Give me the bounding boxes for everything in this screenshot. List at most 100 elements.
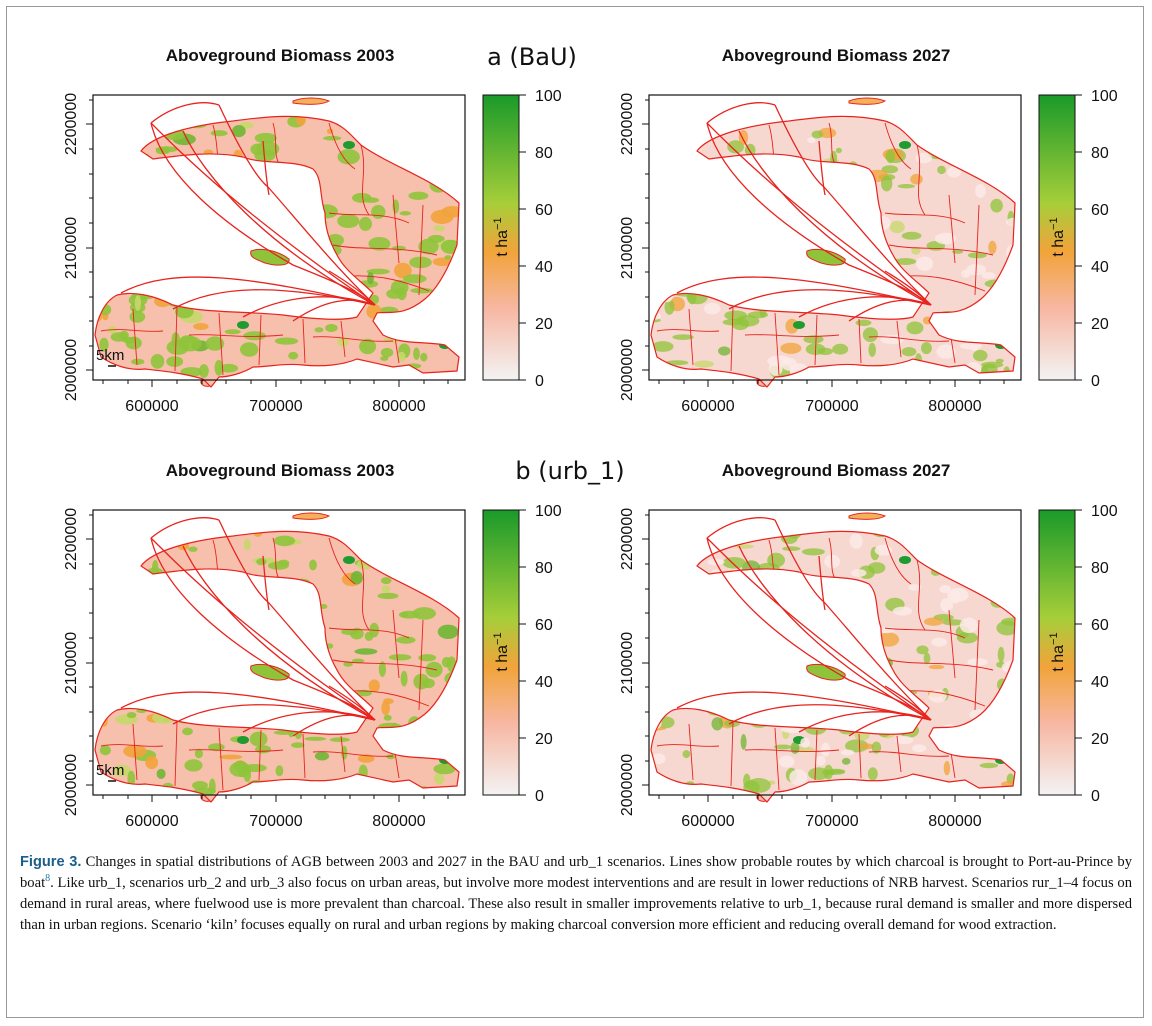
- vegetation-patch: [711, 700, 725, 713]
- colorbar-tick-label: 0: [535, 788, 544, 805]
- vegetation-patch: [707, 253, 715, 266]
- vegetation-patch: [664, 299, 675, 315]
- vegetation-patch: [246, 512, 267, 525]
- vegetation-patch: [943, 90, 962, 103]
- vegetation-patch: [433, 225, 446, 232]
- vegetation-patch: [782, 546, 801, 551]
- vegetation-patch: [207, 239, 217, 252]
- vegetation-patch: [131, 358, 145, 365]
- admin-border: [392, 194, 400, 264]
- figure-frame: [6, 6, 1144, 1018]
- caption-reference-8[interactable]: 8: [45, 873, 51, 885]
- dense-forest-patch: [793, 321, 805, 329]
- vegetation-patch: [137, 219, 150, 233]
- vegetation-patch: [202, 576, 211, 588]
- vegetation-patch: [350, 96, 362, 103]
- degraded-patch: [934, 232, 957, 245]
- colorbar-tick-label: 20: [535, 731, 553, 748]
- vegetation-patch: [387, 739, 395, 754]
- island-tortuga: [848, 512, 887, 520]
- vegetation-patch: [219, 363, 239, 373]
- admin-border: [188, 749, 284, 752]
- vegetation-patch: [398, 116, 406, 121]
- vegetation-patch: [95, 568, 102, 575]
- vegetation-patch: [357, 754, 375, 763]
- colorbar-tick-label: 100: [535, 88, 562, 105]
- vegetation-patch: [418, 238, 439, 255]
- vegetation-patch: [773, 744, 792, 750]
- vegetation-patch: [367, 272, 374, 285]
- vegetation-patch: [433, 763, 456, 775]
- vegetation-patch: [314, 327, 324, 333]
- admin-border: [688, 308, 694, 366]
- admin-border: [656, 329, 720, 332]
- vegetation-patch: [331, 291, 339, 307]
- dense-forest-patch: [313, 221, 325, 229]
- vegetation-patch: [366, 268, 390, 275]
- admin-border: [896, 735, 902, 773]
- vegetation-patch: [209, 301, 224, 308]
- colorbar-gradient: [482, 94, 520, 381]
- degraded-patch: [654, 131, 669, 140]
- vegetation-patch: [288, 351, 299, 360]
- degraded-patch: [651, 753, 666, 765]
- degraded-patch: [874, 544, 893, 556]
- vegetation-patch: [994, 596, 1003, 602]
- vegetation-patch: [670, 206, 683, 214]
- vegetation-patch: [423, 317, 447, 331]
- charcoal-route: [150, 517, 220, 539]
- vegetation-patch: [665, 360, 689, 366]
- vegetation-patch: [186, 628, 197, 636]
- vegetation-patch: [988, 100, 999, 105]
- x-tick-label: 800000: [928, 398, 981, 415]
- admin-border: [100, 329, 164, 332]
- charcoal-route: [884, 270, 932, 306]
- vegetation-patch: [931, 566, 950, 573]
- charcoal-route: [774, 519, 825, 603]
- vegetation-patch: [889, 531, 897, 536]
- vegetation-patch: [190, 178, 200, 187]
- vegetation-patch: [100, 138, 121, 144]
- vegetation-patch: [253, 531, 263, 537]
- degraded-patch: [704, 302, 721, 315]
- vegetation-patch: [415, 142, 426, 150]
- y-tick-label: 2000000: [619, 754, 636, 816]
- vegetation-patch: [95, 208, 104, 219]
- vegetation-patch: [158, 204, 175, 218]
- charcoal-route: [818, 555, 826, 611]
- admin-border: [948, 194, 956, 264]
- colorbar-tick-label: 40: [535, 674, 553, 691]
- colorbar-tick-label: 40: [535, 259, 553, 276]
- vegetation-patch: [1014, 101, 1024, 106]
- vegetation-patch: [117, 568, 125, 574]
- admin-border: [884, 122, 912, 170]
- vegetation-patch: [275, 765, 284, 777]
- admin-border: [132, 308, 138, 366]
- vegetation-patch: [112, 170, 120, 179]
- vegetation-patch: [436, 313, 459, 328]
- vegetation-patch: [226, 715, 234, 726]
- degraded-patch: [688, 123, 697, 130]
- vegetation-patch: [921, 342, 932, 355]
- vegetation-patch: [421, 573, 431, 585]
- vegetation-patch: [368, 237, 391, 251]
- vegetation-patch: [251, 225, 267, 240]
- vegetation-patch: [352, 658, 365, 664]
- degraded-patch: [981, 272, 996, 279]
- vegetation-patch: [434, 531, 446, 535]
- vegetation-patch: [855, 319, 872, 326]
- vegetation-patch: [287, 606, 300, 621]
- degraded-patch: [936, 116, 955, 118]
- admin-border: [774, 312, 780, 376]
- vegetation-patch: [911, 246, 921, 255]
- vegetation-patch: [680, 684, 703, 697]
- x-tick-label: 600000: [681, 813, 734, 830]
- vegetation-patch: [146, 511, 164, 526]
- vegetation-patch: [682, 750, 691, 759]
- vegetation-patch: [976, 169, 991, 177]
- vegetation-patch: [410, 287, 434, 294]
- vegetation-patch: [984, 560, 992, 572]
- vegetation-patch: [990, 198, 1003, 213]
- vegetation-patch: [906, 321, 924, 335]
- vegetation-patch: [154, 510, 166, 526]
